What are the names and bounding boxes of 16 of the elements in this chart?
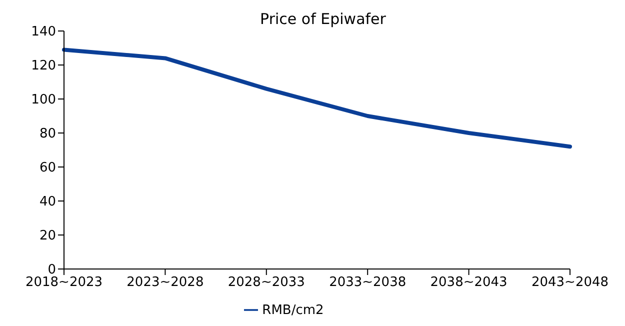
y-tick-label: 60: [39, 160, 56, 176]
y-tick-label: 80: [39, 126, 56, 142]
x-tick-label: 2018~2023: [25, 275, 103, 290]
chart-title: Price of Epiwafer: [259, 10, 387, 28]
legend-label: RMB/cm2: [262, 303, 324, 318]
x-tick-label: 2033~2038: [329, 275, 406, 290]
x-tick-label: 2028~2033: [228, 275, 305, 290]
y-tick-label: 40: [39, 194, 56, 210]
y-tick-label: 120: [31, 58, 56, 74]
y-tick-label: 100: [31, 92, 56, 108]
line-series: [62, 48, 572, 149]
x-tick-label: 2023~2028: [126, 275, 204, 290]
y-tick-label: 20: [39, 228, 56, 244]
x-tick-label: 2038~2043: [430, 275, 508, 290]
x-tick-label: 2043~2048: [531, 275, 609, 290]
y-tick-label: 140: [31, 24, 56, 40]
